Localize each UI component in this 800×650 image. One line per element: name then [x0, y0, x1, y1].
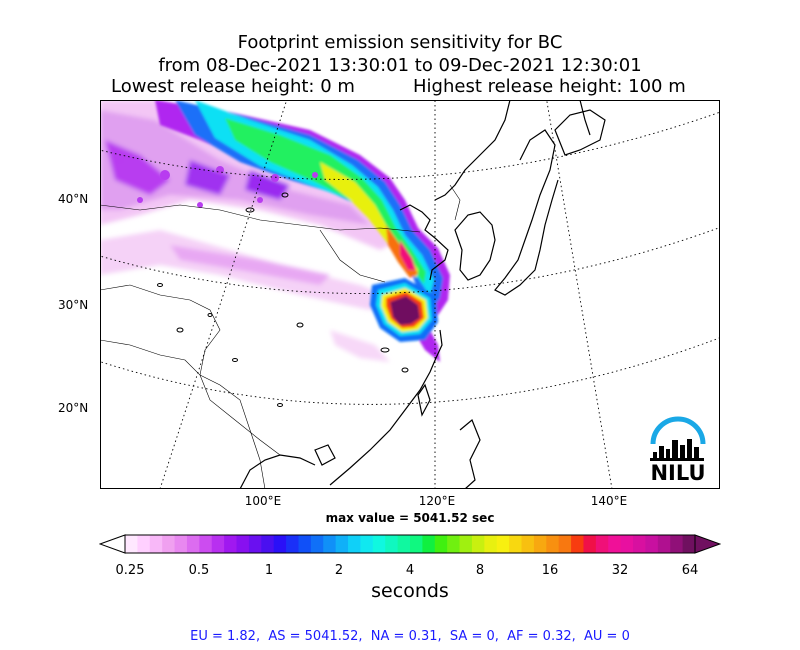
colorbar-cell [348, 535, 361, 553]
colorbar-cell [360, 535, 374, 553]
colorbar-cell [149, 535, 163, 553]
colorbar-cell [645, 535, 659, 553]
nilu-logo-text: NILU [650, 461, 705, 485]
colorbar-cell [447, 535, 460, 553]
colorbar-cell [162, 535, 175, 553]
colorbar-cell [125, 535, 138, 553]
cbar-tick-8: 8 [475, 563, 485, 578]
colorbar-cell [682, 535, 696, 553]
graticule [100, 100, 720, 489]
colorbar-cell [620, 535, 634, 553]
cbar-tick-16: 16 [541, 563, 559, 578]
colorbar-cell [335, 535, 349, 553]
lat-label-40n: 40°N [58, 192, 89, 206]
cbar-tick-32: 32 [611, 563, 629, 578]
country-borders [100, 184, 461, 489]
lon-label-120e: 120°E [418, 494, 456, 508]
lat-label-30n: 30°N [58, 298, 89, 312]
lowest-release-height: Lowest release height: 0 m [111, 76, 355, 97]
region-values-label: EU = 1.82, AS = 5041.52, NA = 0.31, SA =… [190, 629, 630, 644]
colorbar-cell [471, 535, 485, 553]
colorbar-cell [595, 535, 609, 553]
colorbar-cell [397, 535, 411, 553]
colorbar-cell [521, 535, 535, 553]
cbar-tick-0-5: 0.5 [188, 563, 210, 578]
colorbar-cell [546, 535, 560, 553]
colorbar-cell [583, 535, 597, 553]
colorbar-cell [137, 535, 151, 553]
title-line-1: Footprint emission sensitivity for BC [237, 32, 563, 53]
colorbar-cell [484, 535, 498, 553]
cbar-tick-1: 1 [264, 563, 274, 578]
colorbar-cell [558, 535, 572, 553]
coastlines [239, 100, 606, 489]
colorbar-cell [633, 535, 646, 553]
colorbar-cell [261, 535, 275, 553]
colorbar-cell [372, 535, 386, 553]
max-value-label: max value = 5041.52 sec [325, 511, 495, 525]
colorbar-cell [248, 535, 262, 553]
sensitivity-field [100, 100, 450, 362]
colorbar-cell [224, 535, 237, 553]
cbar-tick-2: 2 [334, 563, 344, 578]
cbar-tick-0-25: 0.25 [115, 563, 145, 578]
highest-release-height: Highest release height: 100 m [413, 76, 686, 97]
colorbar-cell [199, 535, 213, 553]
cbar-tick-4: 4 [405, 563, 415, 578]
colorbar-cell [410, 535, 423, 553]
colorbar-cell [422, 535, 436, 553]
colorbar-cell [211, 535, 225, 553]
colorbar-cell [174, 535, 188, 553]
colorbar-cell [298, 535, 312, 553]
colorbar-cell [434, 535, 448, 553]
lon-label-100e: 100°E [244, 494, 282, 508]
cbar-tick-64: 64 [681, 563, 699, 578]
colorbar-cell [459, 535, 473, 553]
colorbar-cell [385, 535, 399, 553]
colorbar-cell [608, 535, 622, 553]
nilu-logo: NILU [650, 416, 706, 485]
colorbar-min-extension [99, 534, 126, 554]
colorbar-cell [236, 535, 250, 553]
colorbar [99, 534, 721, 554]
colorbar-cell [509, 535, 522, 553]
lakes [157, 192, 409, 407]
footprint-map: NILU [100, 100, 720, 489]
lat-label-20n: 20°N [58, 401, 89, 415]
colorbar-cell [496, 535, 510, 553]
colorbar-cell [571, 535, 584, 553]
colorbar-cell [186, 535, 200, 553]
colorbar-cell [286, 535, 299, 553]
colorbar-cell [323, 535, 337, 553]
colorbar-max-extension [694, 534, 721, 554]
title-line-2: from 08-Dec-2021 13:30:01 to 09-Dec-2021… [158, 55, 642, 76]
colorbar-cell [533, 535, 547, 553]
colorbar-cell [657, 535, 671, 553]
lon-label-140e: 140°E [590, 494, 628, 508]
colorbar-units-label: seconds [371, 580, 449, 602]
colorbar-cell [273, 535, 287, 553]
colorbar-cell [670, 535, 684, 553]
colorbar-cell [310, 535, 324, 553]
